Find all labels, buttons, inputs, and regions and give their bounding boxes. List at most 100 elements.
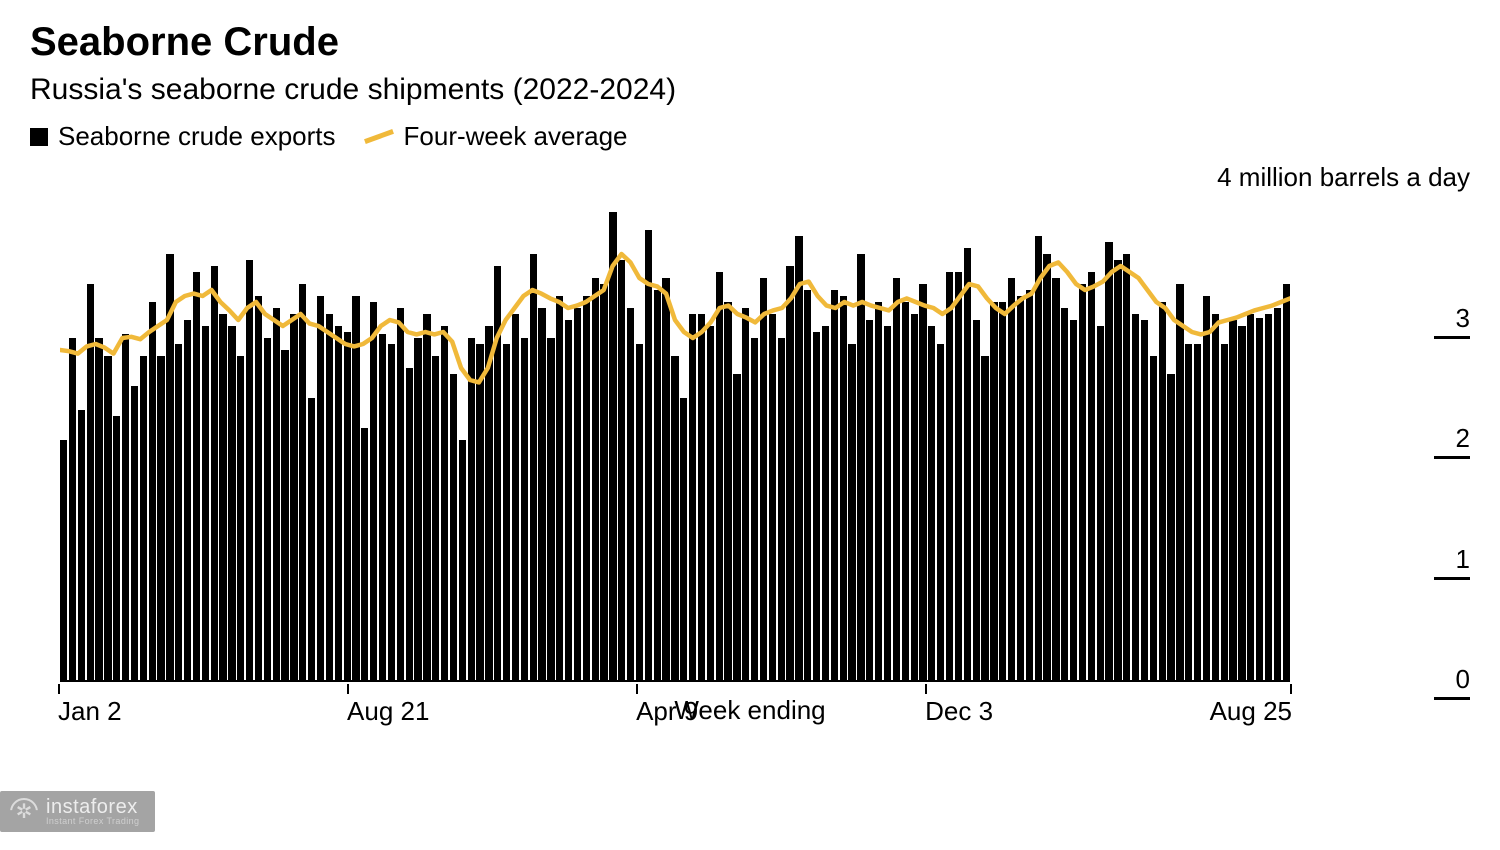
bar	[769, 314, 776, 680]
bar	[326, 314, 333, 680]
bar	[184, 320, 191, 680]
y-tick-label: 1	[1456, 544, 1470, 575]
chart-subtitle: Russia's seaborne crude shipments (2022-…	[30, 73, 1470, 107]
bar	[1167, 374, 1174, 680]
legend-item-line: Four-week average	[364, 121, 628, 152]
bar	[751, 338, 758, 680]
bar	[388, 344, 395, 680]
bar	[512, 314, 519, 680]
y-tick: 2	[1434, 423, 1470, 459]
bar	[645, 230, 652, 680]
y-tick-label: 3	[1456, 303, 1470, 334]
bar	[397, 308, 404, 680]
bar	[122, 334, 129, 680]
bar	[95, 338, 102, 680]
bar	[689, 314, 696, 680]
bar	[733, 374, 740, 680]
y-tick: 4	[1434, 182, 1470, 218]
bar	[494, 266, 501, 680]
bar	[441, 326, 448, 680]
bar	[1274, 308, 1281, 680]
bar	[317, 296, 324, 680]
bar	[1052, 278, 1059, 680]
bar	[237, 356, 244, 680]
bar	[999, 302, 1006, 680]
bar	[1114, 260, 1121, 680]
bar	[476, 344, 483, 680]
bar	[228, 326, 235, 680]
bar	[450, 374, 457, 680]
bar	[308, 398, 315, 680]
bar	[1017, 296, 1024, 680]
legend-line-icon	[364, 129, 394, 144]
bar	[680, 398, 687, 680]
bar	[822, 326, 829, 680]
bar	[468, 338, 475, 680]
bar	[60, 440, 67, 680]
watermark-tagline: Instant Forex Trading	[46, 817, 139, 826]
bar	[955, 272, 962, 680]
bar	[193, 272, 200, 680]
bar	[592, 278, 599, 680]
bar	[1132, 314, 1139, 680]
bar	[919, 284, 926, 680]
bar	[866, 320, 873, 680]
bar	[370, 302, 377, 680]
bar	[707, 326, 714, 680]
bar	[1070, 320, 1077, 680]
bar-series	[60, 200, 1290, 680]
bar	[1229, 320, 1236, 680]
bar	[1194, 344, 1201, 680]
bar	[1088, 272, 1095, 680]
bar	[1150, 356, 1157, 680]
y-tick: 1	[1434, 544, 1470, 580]
bar	[1256, 318, 1263, 680]
bar	[335, 326, 342, 680]
bar	[1283, 284, 1290, 680]
bar	[1238, 326, 1245, 680]
bar	[1008, 278, 1015, 680]
bar	[973, 320, 980, 680]
bar	[273, 308, 280, 680]
bar	[530, 254, 537, 680]
y-tick-label: 2	[1456, 423, 1470, 454]
bar	[609, 212, 616, 680]
legend-label-line: Four-week average	[404, 121, 628, 152]
plot-area	[60, 200, 1290, 682]
bar	[361, 428, 368, 680]
bar	[724, 302, 731, 680]
chart-container: 4 million barrels a day 01234 Jan 2Aug 2…	[30, 162, 1470, 722]
y-tick: 3	[1434, 303, 1470, 339]
bar	[299, 284, 306, 680]
bar	[1203, 296, 1210, 680]
bar	[166, 254, 173, 680]
bar	[1141, 320, 1148, 680]
bar	[840, 296, 847, 680]
watermark-logo-icon	[10, 798, 38, 826]
bar	[857, 254, 864, 680]
bar	[1185, 344, 1192, 680]
bar	[981, 356, 988, 680]
bar	[848, 344, 855, 680]
bar	[795, 236, 802, 680]
legend-label-bars: Seaborne crude exports	[58, 121, 336, 152]
bar	[627, 308, 634, 680]
bar	[574, 308, 581, 680]
bar	[140, 356, 147, 680]
y-tick-label: 0	[1456, 664, 1470, 695]
watermark-brand: instaforex	[46, 797, 139, 817]
bar	[503, 344, 510, 680]
x-tick-mark	[347, 684, 349, 694]
y-tick-mark	[1434, 336, 1470, 339]
bar	[547, 338, 554, 680]
bar	[902, 302, 909, 680]
legend: Seaborne crude exports Four-week average	[30, 121, 1470, 152]
bar	[290, 314, 297, 680]
bar	[937, 344, 944, 680]
bar	[716, 272, 723, 680]
y-tick-mark	[1434, 456, 1470, 459]
x-tick-mark	[58, 684, 60, 694]
bar	[459, 440, 466, 680]
bar	[875, 302, 882, 680]
bar	[1105, 242, 1112, 680]
